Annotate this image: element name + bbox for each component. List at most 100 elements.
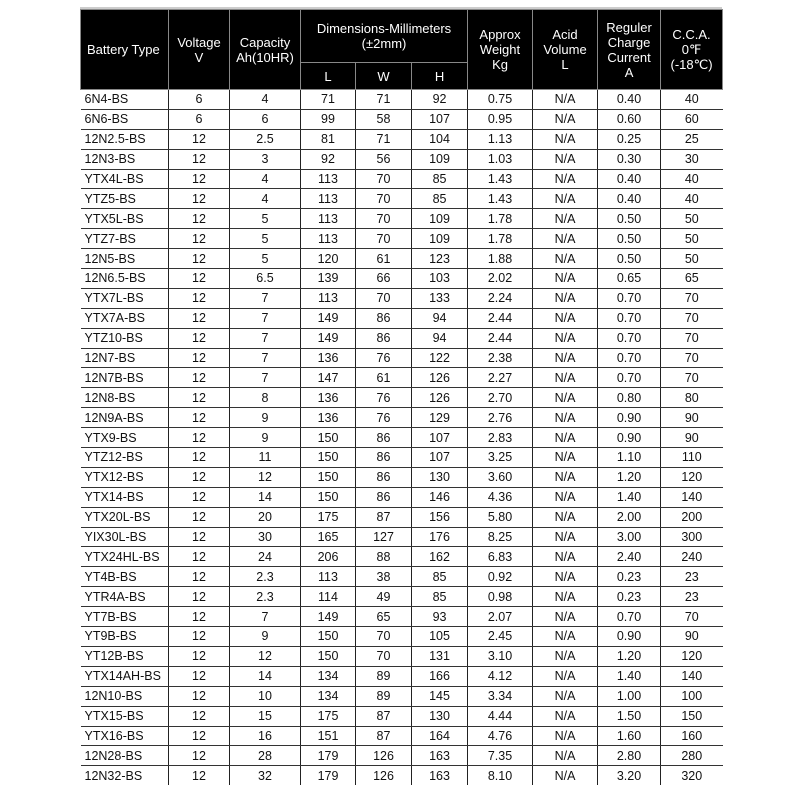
cell-charge-current: 0.40	[597, 188, 662, 210]
cell-battery-type: 12N6.5-BS	[80, 268, 169, 289]
cell-voltage: 12	[168, 348, 230, 369]
cell-length: 71	[300, 89, 356, 110]
header-weight: Approx Weight Kg	[467, 9, 534, 90]
table-row: YTX12-BS 12 12 150 86 130 3.60 N/A 1.20 120	[80, 467, 723, 488]
cell-acid-volume: N/A	[532, 546, 599, 568]
cell-capacity: 6	[229, 109, 301, 130]
cell-weight: 2.07	[467, 606, 534, 628]
cell-length: 206	[300, 546, 356, 568]
cell-weight: 3.34	[467, 686, 534, 707]
cell-length: 113	[300, 228, 356, 250]
cell-capacity: 7	[229, 348, 301, 369]
cell-height: 94	[410, 308, 469, 329]
cell-voltage: 12	[168, 427, 230, 449]
cell-capacity: 4	[229, 89, 301, 110]
cell-capacity: 4	[229, 169, 301, 190]
table-row: YTX24HL-BS 12 24 206 88 162 6.83 N/A 2.40 240	[80, 546, 723, 568]
cell-weight: 2.38	[467, 348, 534, 369]
cell-cca: 200	[660, 507, 723, 528]
cell-charge-current: 0.70	[597, 606, 662, 628]
cell-length: 179	[300, 745, 356, 767]
cell-charge-current: 2.40	[597, 546, 662, 568]
cell-cca: 120	[660, 467, 723, 488]
cell-width: 86	[355, 467, 412, 488]
cell-cca: 90	[660, 427, 723, 449]
cell-weight: 2.83	[467, 427, 534, 449]
cell-acid-volume: N/A	[532, 308, 599, 329]
cell-length: 136	[300, 348, 356, 369]
cell-width: 61	[355, 367, 412, 389]
cell-length: 92	[300, 149, 356, 170]
cell-capacity: 16	[229, 726, 301, 747]
cell-battery-type: YIX30L-BS	[80, 527, 169, 548]
cell-weight: 4.12	[467, 666, 534, 687]
table-row: YT7B-BS 12 7 149 65 93 2.07 N/A 0.70 70	[80, 606, 723, 628]
table-row: YT4B-BS 12 2.3 113 38 85 0.92 N/A 0.23 23	[80, 566, 723, 588]
cell-length: 150	[300, 646, 356, 667]
cell-capacity: 9	[229, 427, 301, 449]
table-row: YTZ12-BS 12 11 150 86 107 3.25 N/A 1.10 110	[80, 447, 723, 468]
cell-acid-volume: N/A	[532, 686, 599, 707]
header-dim-h: H	[410, 62, 469, 90]
cell-cca: 70	[660, 328, 723, 349]
cell-weight: 0.92	[467, 566, 534, 588]
cell-width: 70	[355, 646, 412, 667]
cell-weight: 1.13	[467, 129, 534, 150]
cell-capacity: 5	[229, 248, 301, 270]
cell-weight: 1.88	[467, 248, 534, 270]
cell-height: 123	[410, 248, 469, 270]
cell-weight: 4.44	[467, 706, 534, 727]
cell-voltage: 12	[168, 745, 230, 767]
cell-battery-type: 6N6-BS	[80, 109, 169, 130]
cell-capacity: 20	[229, 507, 301, 528]
cell-height: 131	[410, 646, 469, 667]
cell-height: 85	[410, 566, 469, 588]
cell-width: 89	[355, 686, 412, 707]
cell-battery-type: 6N4-BS	[80, 89, 169, 110]
header-capacity: Capacity Ah(10HR)	[229, 9, 301, 90]
cell-voltage: 12	[168, 129, 230, 150]
table-row: YTX16-BS 12 16 151 87 164 4.76 N/A 1.60 160	[80, 726, 723, 747]
cell-capacity: 7	[229, 606, 301, 628]
cell-cca: 100	[660, 686, 723, 707]
cell-charge-current: 0.40	[597, 89, 662, 110]
cell-voltage: 12	[168, 228, 230, 250]
header-dim-l: L	[300, 62, 356, 90]
cell-weight: 0.98	[467, 586, 534, 608]
cell-width: 70	[355, 169, 412, 190]
table-row: 12N28-BS 12 28 179 126 163 7.35 N/A 2.80 280	[80, 745, 723, 767]
cell-voltage: 6	[168, 89, 230, 110]
cell-width: 66	[355, 268, 412, 289]
table-row: 12N5-BS 12 5 120 61 123 1.88 N/A 0.50 50	[80, 248, 723, 270]
cell-capacity: 3	[229, 149, 301, 170]
cell-voltage: 12	[168, 507, 230, 528]
cell-cca: 160	[660, 726, 723, 747]
cell-height: 104	[410, 129, 469, 150]
cell-battery-type: YTX12-BS	[80, 467, 169, 488]
cell-width: 70	[355, 288, 412, 309]
cell-acid-volume: N/A	[532, 248, 599, 270]
cell-voltage: 12	[168, 268, 230, 289]
cell-capacity: 32	[229, 765, 301, 786]
cell-height: 92	[410, 89, 469, 110]
table-row: 12N6.5-BS 12 6.5 139 66 103 2.02 N/A 0.65 65	[80, 268, 723, 289]
cell-capacity: 7	[229, 288, 301, 309]
cell-voltage: 12	[168, 188, 230, 210]
cell-length: 150	[300, 467, 356, 488]
cell-battery-type: 12N2.5-BS	[80, 129, 169, 150]
cell-battery-type: YTZ10-BS	[80, 328, 169, 349]
cell-acid-volume: N/A	[532, 566, 599, 588]
cell-acid-volume: N/A	[532, 149, 599, 170]
cell-cca: 60	[660, 109, 723, 130]
cell-cca: 65	[660, 268, 723, 289]
cell-width: 70	[355, 188, 412, 210]
cell-width: 126	[355, 745, 412, 767]
cell-charge-current: 0.50	[597, 228, 662, 250]
cell-length: 151	[300, 726, 356, 747]
cell-charge-current: 1.20	[597, 467, 662, 488]
cell-battery-type: YTZ7-BS	[80, 228, 169, 250]
cell-height: 93	[410, 606, 469, 628]
cell-acid-volume: N/A	[532, 646, 599, 667]
cell-weight: 1.78	[467, 228, 534, 250]
cell-charge-current: 1.10	[597, 447, 662, 468]
